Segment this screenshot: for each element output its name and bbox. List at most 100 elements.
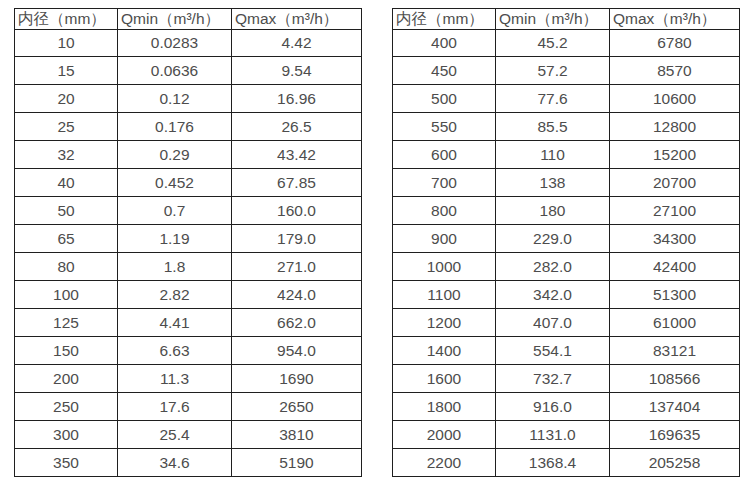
table-cell: 1100 — [393, 281, 496, 309]
table-row: 50077.610600 — [393, 85, 740, 113]
table-cell: 83121 — [610, 337, 740, 365]
table-row: 1000282.042400 — [393, 253, 740, 281]
column-header-inner-diameter: 内径（mm） — [15, 9, 118, 30]
table-row: 40045.26780 — [393, 29, 740, 57]
table-row: 1600732.7108566 — [393, 365, 740, 393]
table-cell: 700 — [393, 169, 496, 197]
table-row: 100.02834.42 — [15, 29, 362, 57]
table-cell: 6780 — [610, 29, 740, 57]
table-cell: 34.6 — [118, 449, 232, 477]
table-row: 500.7160.0 — [15, 197, 362, 225]
table-cell: 1400 — [393, 337, 496, 365]
table-cell: 400 — [393, 29, 496, 57]
table-cell: 282.0 — [496, 253, 610, 281]
table-cell: 0.12 — [118, 85, 232, 113]
table-cell: 67.85 — [232, 169, 362, 197]
table-cell: 342.0 — [496, 281, 610, 309]
table-row: 150.06369.54 — [15, 57, 362, 85]
table-cell: 5190 — [232, 449, 362, 477]
table-cell: 424.0 — [232, 281, 362, 309]
table-row: 22001368.4205258 — [393, 449, 740, 477]
table-row: 1400554.183121 — [393, 337, 740, 365]
table-row: 内径（mm） Qmin（m³/h） Qmax（m³/h） — [393, 9, 740, 30]
table-cell: 662.0 — [232, 309, 362, 337]
table-cell: 229.0 — [496, 225, 610, 253]
table-cell: 150 — [15, 337, 118, 365]
table-row: 80018027100 — [393, 197, 740, 225]
table-cell: 250 — [15, 393, 118, 421]
table-cell: 300 — [15, 421, 118, 449]
table-cell: 1690 — [232, 365, 362, 393]
table-cell: 17.6 — [118, 393, 232, 421]
table-cell: 20700 — [610, 169, 740, 197]
table-cell: 800 — [393, 197, 496, 225]
table-cell: 0.0283 — [118, 29, 232, 57]
table-cell: 61000 — [610, 309, 740, 337]
column-header-qmin: Qmin（m³/h） — [496, 9, 610, 30]
table-row: 45057.28570 — [393, 57, 740, 85]
table-cell: 138 — [496, 169, 610, 197]
table-cell: 12800 — [610, 113, 740, 141]
table-cell: 6.63 — [118, 337, 232, 365]
table-cell: 20 — [15, 85, 118, 113]
table-cell: 137404 — [610, 393, 740, 421]
table-cell: 10600 — [610, 85, 740, 113]
table-cell: 1131.0 — [496, 421, 610, 449]
table-cell: 1000 — [393, 253, 496, 281]
table-cell: 51300 — [610, 281, 740, 309]
table-cell: 85.5 — [496, 113, 610, 141]
table-cell: 0.0636 — [118, 57, 232, 85]
flow-table-small-diameters: 内径（mm） Qmin（m³/h） Qmax（m³/h） 100.02834.4… — [14, 8, 362, 477]
table-header-row: 内径（mm） Qmin（m³/h） Qmax（m³/h） — [15, 9, 362, 30]
table-cell: 9.54 — [232, 57, 362, 85]
table-cell: 26.5 — [232, 113, 362, 141]
table-row: 60011015200 — [393, 141, 740, 169]
table-cell: 110 — [496, 141, 610, 169]
table-row: 内径（mm） Qmin（m³/h） Qmax（m³/h） — [15, 9, 362, 30]
table-cell: 271.0 — [232, 253, 362, 281]
table-cell: 550 — [393, 113, 496, 141]
table-cell: 1600 — [393, 365, 496, 393]
table-cell: 8570 — [610, 57, 740, 85]
table-cell: 1800 — [393, 393, 496, 421]
table-cell: 600 — [393, 141, 496, 169]
flow-rate-tables-page: 内径（mm） Qmin（m³/h） Qmax（m³/h） 100.02834.4… — [0, 0, 750, 477]
table-body: 40045.2678045057.2857050077.61060055085.… — [393, 29, 740, 477]
table-cell: 4.41 — [118, 309, 232, 337]
flow-table-large-diameters: 内径（mm） Qmin（m³/h） Qmax（m³/h） 40045.26780… — [392, 8, 740, 477]
table-row: 1254.41662.0 — [15, 309, 362, 337]
table-cell: 108566 — [610, 365, 740, 393]
table-cell: 3810 — [232, 421, 362, 449]
table-cell: 954.0 — [232, 337, 362, 365]
table-row: 20001131.0169635 — [393, 421, 740, 449]
table-cell: 500 — [393, 85, 496, 113]
table-row: 35034.65190 — [15, 449, 362, 477]
table-cell: 43.42 — [232, 141, 362, 169]
table-cell: 554.1 — [496, 337, 610, 365]
table-body: 100.02834.42150.06369.54200.1216.96250.1… — [15, 29, 362, 477]
table-cell: 40 — [15, 169, 118, 197]
table-cell: 57.2 — [496, 57, 610, 85]
table-cell: 180 — [496, 197, 610, 225]
table-cell: 32 — [15, 141, 118, 169]
table-cell: 1.19 — [118, 225, 232, 253]
table-cell: 179.0 — [232, 225, 362, 253]
table-row: 320.2943.42 — [15, 141, 362, 169]
table-row: 651.19179.0 — [15, 225, 362, 253]
table-cell: 16.96 — [232, 85, 362, 113]
table-cell: 200 — [15, 365, 118, 393]
table-cell: 407.0 — [496, 309, 610, 337]
table-cell: 100 — [15, 281, 118, 309]
table-row: 250.17626.5 — [15, 113, 362, 141]
table-cell: 77.6 — [496, 85, 610, 113]
table-cell: 350 — [15, 449, 118, 477]
table-cell: 27100 — [610, 197, 740, 225]
table-row: 25017.62650 — [15, 393, 362, 421]
table-row: 1200407.061000 — [393, 309, 740, 337]
table-row: 400.45267.85 — [15, 169, 362, 197]
table-row: 1506.63954.0 — [15, 337, 362, 365]
table-row: 1800916.0137404 — [393, 393, 740, 421]
column-header-qmax: Qmax（m³/h） — [610, 9, 740, 30]
table-cell: 450 — [393, 57, 496, 85]
table-cell: 10 — [15, 29, 118, 57]
